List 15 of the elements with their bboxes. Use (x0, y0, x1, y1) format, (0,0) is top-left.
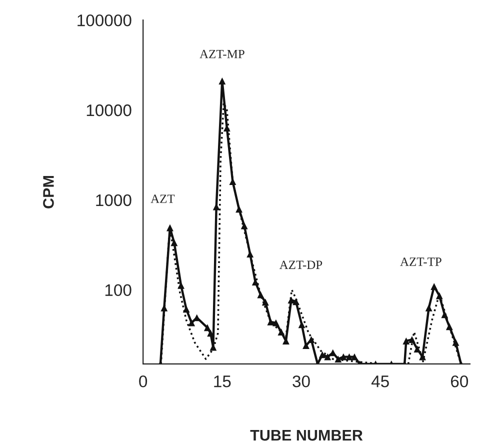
y-tick-label: 1000 (96, 194, 132, 206)
annotation: AZT-MP (200, 50, 244, 58)
x-tick-label: 45 (371, 376, 389, 388)
x-axis-title: TUBE NUMBER (250, 430, 363, 441)
y-tick-label: 100000 (78, 14, 132, 26)
y-tick-label: 100 (105, 284, 132, 296)
x-tick-label: 15 (214, 376, 231, 388)
x-tick-label: 30 (292, 375, 310, 388)
x-tick-label: 0 (139, 375, 148, 388)
y-tick-label: 10000 (86, 104, 132, 116)
annotation: AZT (150, 194, 175, 203)
x-tick-label: 60 (451, 375, 468, 388)
annotation: AZT-DP (279, 260, 322, 269)
y-axis-title: CPM (43, 176, 54, 208)
annotation: AZT-TP (400, 258, 442, 266)
